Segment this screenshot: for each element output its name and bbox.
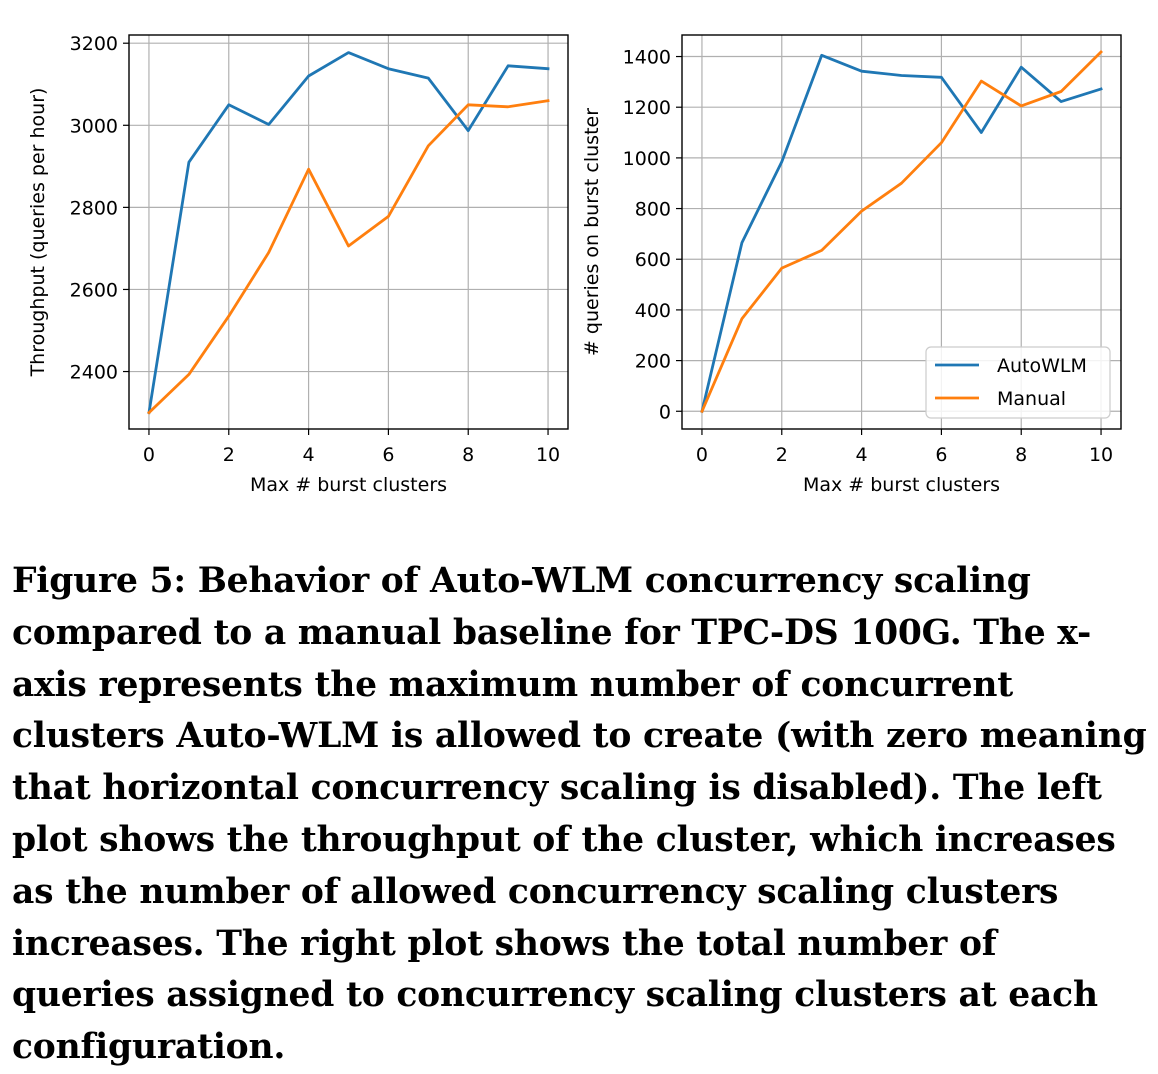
- y-axis-label: Throughput (queries per hour): [27, 88, 49, 378]
- plot-frame: [681, 34, 1122, 430]
- x-axis-label: Max # burst clusters: [803, 474, 1000, 496]
- y-axis-label: # queries on burst cluster: [581, 108, 603, 356]
- legend-label-autowlm: AutoWLM: [997, 355, 1087, 377]
- legend: AutoWLM Manual: [925, 346, 1111, 419]
- x-tick-label: 0: [143, 444, 155, 466]
- series-line-autowlm: [147, 51, 550, 415]
- x-axis-label: Max # burst clusters: [250, 474, 447, 496]
- figure-caption: Figure 5: Behavior of Auto-WLM concurren…: [12, 561, 1147, 1068]
- y-tick-label: 200: [635, 351, 671, 373]
- x-tick-label: 6: [935, 444, 947, 466]
- series-line-manual: [700, 50, 1103, 414]
- series-line-autowlm: [700, 53, 1103, 413]
- y-tick-label: 1400: [623, 47, 671, 69]
- y-tick-label: 3000: [70, 115, 118, 137]
- x-tick-label: 2: [223, 444, 235, 466]
- series-line-manual: [147, 99, 550, 415]
- chart-2: 0 2 4 6 8 10 0 200 400 600 800 1000 1200 1400 Max # bu…: [581, 34, 1122, 496]
- plot-frame: [128, 34, 569, 430]
- legend-label-manual: Manual: [997, 388, 1066, 410]
- y-tick-label: 2400: [70, 362, 118, 384]
- x-tick-label: 4: [856, 444, 868, 466]
- y-tick-label: 1200: [623, 97, 671, 119]
- x-tick-label: 6: [382, 444, 394, 466]
- y-tick-label: 800: [635, 199, 671, 221]
- x-tick-label: 10: [536, 444, 560, 466]
- x-tick-label: 4: [303, 444, 315, 466]
- y-tick-label: 3200: [70, 33, 118, 55]
- x-tick-label: 2: [776, 444, 788, 466]
- y-tick-label: 2600: [70, 279, 118, 301]
- y-tick-label: 600: [635, 249, 671, 271]
- y-tick-label: 400: [635, 300, 671, 322]
- chart-1: 0 2 4 6 8 10 2400 2600 2800 3000 3200 Max # burst c…: [27, 33, 569, 496]
- y-tick-label: 2800: [70, 197, 118, 219]
- y-tick-label: 1000: [623, 148, 671, 170]
- x-tick-label: 0: [696, 444, 708, 466]
- y-tick-label: 0: [659, 401, 671, 423]
- x-tick-label: 8: [462, 444, 474, 466]
- x-tick-label: 8: [1015, 444, 1027, 466]
- x-tick-label: 10: [1089, 444, 1113, 466]
